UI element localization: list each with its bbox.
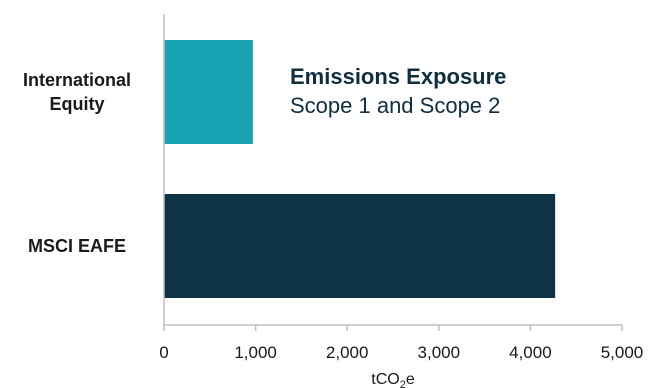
bar-0 (164, 40, 253, 144)
category-label-1-line-0: MSCI EAFE (28, 236, 126, 256)
bar-1 (164, 194, 556, 298)
x-tick-label-1: 1,000 (234, 343, 277, 362)
category-label-0: International Equity (23, 70, 131, 114)
x-axis-label-subscript: 2 (400, 379, 406, 388)
bars-group (164, 40, 556, 298)
axes-group (163, 14, 623, 331)
x-tick-label-4: 4,000 (509, 343, 552, 362)
x-axis-label: tCO2e (371, 371, 415, 388)
chart-title: Emissions Exposure (290, 64, 506, 89)
x-tick-label-5: 5,000 (601, 343, 644, 362)
chart-subtitle: Scope 1 and Scope 2 (290, 93, 500, 118)
category-labels: International Equity MSCI EAFE (23, 70, 131, 256)
category-label-0-line-1: Equity (49, 94, 104, 114)
x-tick-labels: 0 1,000 2,000 3,000 4,000 5,000 (159, 343, 643, 362)
x-tick-label-0: 0 (159, 343, 168, 362)
category-label-0-line-0: International (23, 70, 131, 90)
x-tick-label-2: 2,000 (326, 343, 369, 362)
x-tick-label-3: 3,000 (418, 343, 461, 362)
category-label-1: MSCI EAFE (28, 236, 126, 256)
x-axis-label-pre: tCO (371, 371, 399, 388)
x-axis-label-post: e (406, 371, 415, 388)
